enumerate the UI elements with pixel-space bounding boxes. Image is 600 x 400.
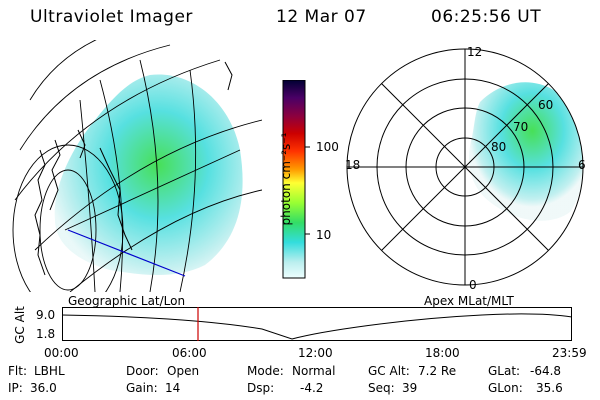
glat-label: GLat:	[488, 364, 521, 378]
mlt-label-0: 0	[469, 278, 477, 292]
polar-mlt-plot	[346, 48, 584, 286]
apex-map-label: Apex MLat/MLT	[424, 294, 514, 308]
glat-value: -64.8	[530, 364, 562, 378]
dsp-label: Dsp:	[247, 381, 275, 395]
altitude-curve	[62, 313, 572, 340]
glon-value: 35.6	[536, 381, 563, 395]
gain-value: 14	[165, 381, 181, 395]
flt-value: LBHL	[34, 364, 65, 378]
mlt-label-18: 18	[345, 158, 361, 172]
seq-label: Seq:	[368, 381, 395, 395]
ip-value: 36.0	[30, 381, 57, 395]
mlt-label-6: 6	[578, 158, 586, 172]
mlat-label-60: 60	[538, 98, 554, 112]
seq-value: 39	[402, 381, 418, 395]
gcalt-label: GC Alt:	[368, 364, 410, 378]
time-label: 06:25:56 UT	[431, 7, 542, 27]
timeline-xtick-2359: 23:59	[552, 346, 587, 360]
timeline-ytick-high: 9.0	[36, 308, 56, 322]
timeline-xtick-1800: 18:00	[425, 346, 460, 360]
glon-label: GLon:	[488, 381, 523, 395]
colorbar-unit-label: photon cm⁻²s⁻¹	[279, 132, 293, 226]
aurora-region-geo	[54, 74, 243, 275]
door-value: Open	[167, 364, 200, 378]
door-label: Door:	[126, 364, 159, 378]
timeline-ylabel: GC Alt	[13, 306, 27, 344]
gcalt-value: 7.2 Re	[418, 364, 457, 378]
dsp-value: -4.2	[300, 381, 324, 395]
timeline-xtick-1200: 12:00	[298, 346, 333, 360]
colorbar-tick-label-10: 10	[316, 228, 332, 242]
geographic-map	[12, 40, 262, 292]
gain-label: Gain:	[126, 381, 158, 395]
instrument-title: Ultraviolet Imager	[30, 7, 193, 27]
aurora-region-polar	[469, 82, 583, 221]
satellite-track-line	[67, 229, 186, 277]
flt-label: Flt:	[8, 364, 27, 378]
mlat-label-70: 70	[513, 120, 529, 134]
date-label: 12 Mar 07	[276, 7, 367, 27]
mlat-label-80: 80	[491, 140, 507, 154]
geographic-map-label: Geographic Lat/Lon	[68, 294, 186, 308]
color-scale-bar	[282, 80, 310, 279]
mode-value: Normal	[292, 364, 336, 378]
timeline-xtick-0000: 00:00	[44, 346, 79, 360]
timeline-xtick-0600: 06:00	[172, 346, 207, 360]
mlt-label-12: 12	[467, 45, 483, 59]
ip-label: IP:	[8, 381, 23, 395]
colorbar-tick-label-100: 100	[316, 140, 339, 154]
altitude-timeline	[62, 307, 572, 341]
timeline-ytick-low: 1.8	[36, 327, 56, 341]
mode-label: Mode:	[247, 364, 284, 378]
